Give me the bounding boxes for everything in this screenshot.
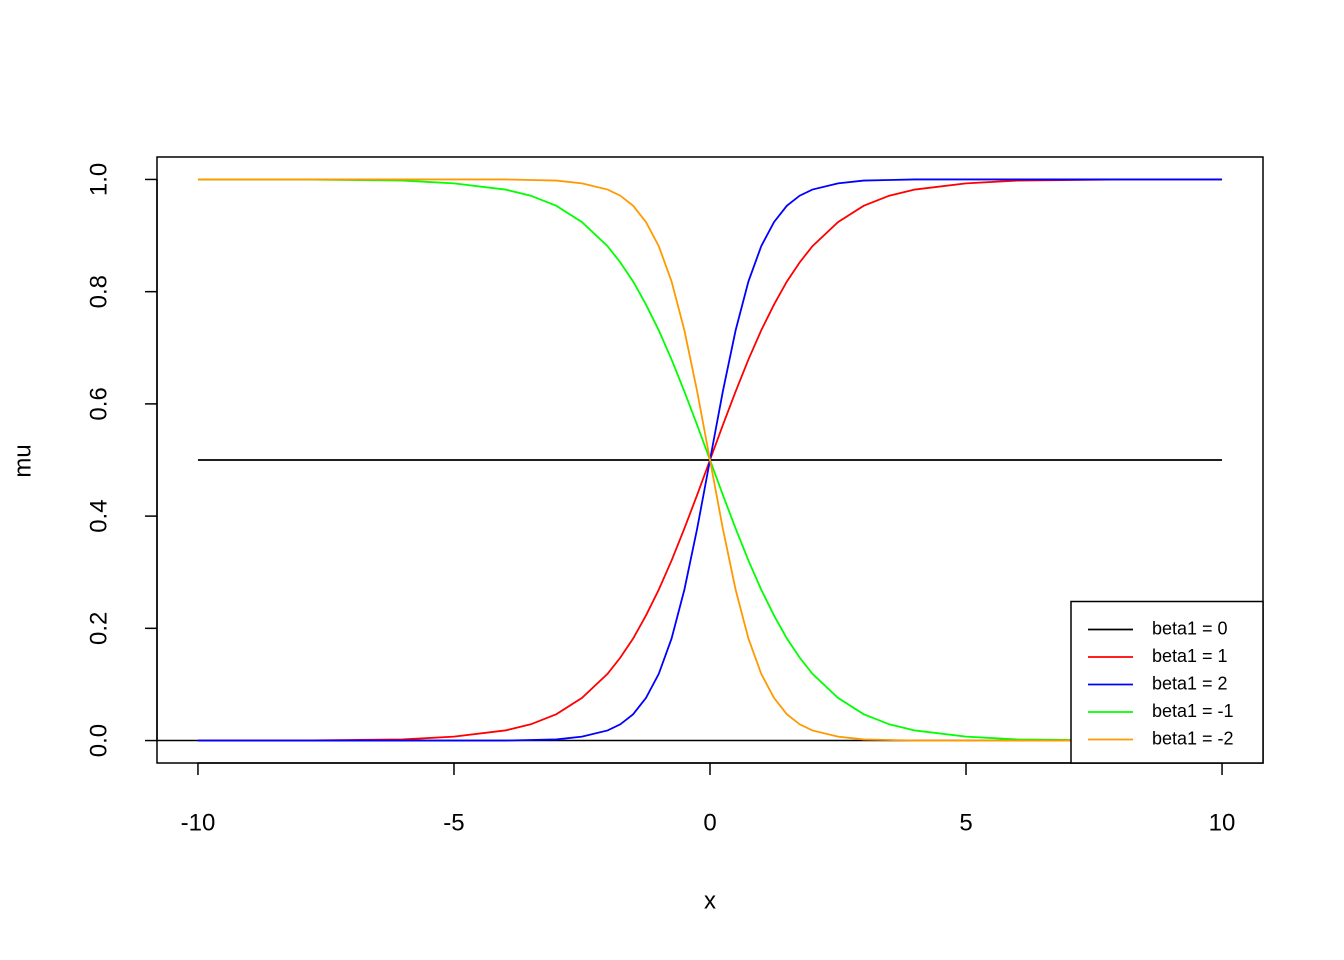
y-axis-title: mu xyxy=(9,444,36,477)
y-tick-label: 0.6 xyxy=(85,387,112,420)
y-tick-label: 0.8 xyxy=(85,275,112,308)
legend: beta1 = 0 beta1 = 1 beta1 = 2 beta1 = -1 bet… xyxy=(1070,600,1264,764)
y-tick-label: 0.2 xyxy=(85,612,112,645)
x-tick-label: 5 xyxy=(959,809,972,836)
legend-label: beta1 = 0 xyxy=(1152,618,1228,638)
y-tick-label: 0.4 xyxy=(85,499,112,532)
y-tick-label: 1.0 xyxy=(85,163,112,196)
x-axis-title: x xyxy=(704,887,716,914)
legend-label: beta1 = -2 xyxy=(1152,728,1234,748)
legend-label: beta1 = 2 xyxy=(1152,673,1228,693)
x-tick-label: 0 xyxy=(703,809,716,836)
x-tick-label: 10 xyxy=(1209,809,1236,836)
x-tick-label: -5 xyxy=(443,809,464,836)
legend-label: beta1 = 1 xyxy=(1152,646,1228,666)
series-line xyxy=(197,178,1223,742)
legend-box xyxy=(1070,600,1264,764)
legend-label: beta1 = -1 xyxy=(1152,701,1234,721)
y-tick-label: 0.0 xyxy=(85,724,112,757)
x-tick-label: -10 xyxy=(181,809,216,836)
